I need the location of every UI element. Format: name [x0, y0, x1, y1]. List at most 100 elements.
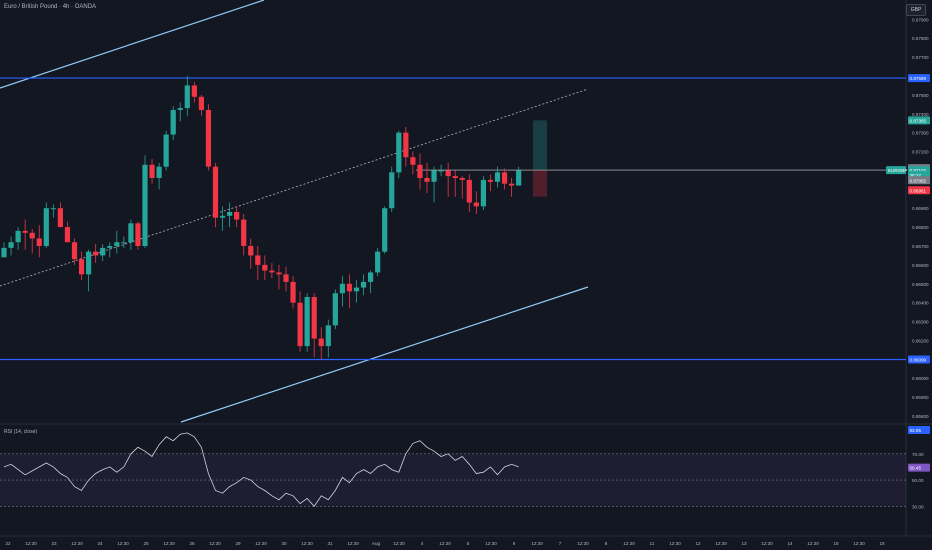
time-axis-label: 12:30 [255, 541, 267, 546]
price-tag-label: 0.86099 [910, 358, 927, 363]
time-axis-label: 12:30 [163, 541, 175, 546]
price-axis-label: 0.86400 [912, 301, 929, 306]
position-target-zone [533, 120, 547, 171]
currency-button[interactable]: GBP [906, 4, 926, 16]
candle-body [198, 96, 204, 110]
candle-body [71, 242, 78, 260]
candle-body [100, 247, 106, 256]
candle-body [255, 255, 261, 265]
rsi-tag [908, 463, 930, 472]
time-axis-label: 12 [695, 541, 701, 546]
price-axis-label: 0.86800 [912, 225, 929, 230]
time-axis-label: 12:30 [715, 541, 727, 546]
candle-body [325, 325, 331, 347]
price-axis-label: 0.86000 [912, 376, 929, 381]
candle-body [480, 179, 486, 207]
symbol-title: Euro / British Pound · 4h · OANDA [4, 4, 97, 10]
candle-body [8, 242, 14, 248]
price-tag-label: 0.87082 [910, 178, 927, 183]
candle-body [22, 230, 28, 233]
price-tag-label: 0.87589 [910, 76, 927, 81]
candle-body [234, 212, 240, 220]
time-axis-label: 7 [559, 541, 562, 546]
candle-body [438, 170, 444, 172]
candle-body [360, 281, 367, 288]
time-axis-label: 12:30 [301, 541, 313, 546]
time-axis-label: 25 [143, 541, 149, 546]
price-axis-label: 0.86700 [912, 244, 929, 249]
candle-body [516, 170, 522, 186]
price-axis-label: 0.87500 [912, 93, 929, 98]
candle-body [156, 166, 162, 178]
price-tag [908, 186, 930, 195]
rsi-label: RSI (14, close) [4, 429, 38, 435]
candle-body [290, 281, 296, 303]
candle-body [121, 242, 127, 244]
price-axis-label: 0.85800 [912, 414, 929, 419]
time-axis-label: 28 [189, 541, 195, 546]
time-axis-label: 12:30 [117, 541, 129, 546]
time-axis-label: Aug [372, 541, 381, 546]
candle-body [509, 183, 515, 186]
time-axis-label: 18 [879, 541, 885, 546]
time-axis-label: 12:30 [439, 541, 451, 546]
time-axis-label: 12:30 [807, 541, 819, 546]
candle-body [346, 283, 353, 292]
candle-body [494, 172, 501, 182]
price-tag [908, 176, 930, 185]
candle-body [297, 302, 303, 347]
candle-body [36, 238, 42, 246]
time-axis-label: 24 [97, 541, 103, 546]
candle-body [353, 287, 360, 292]
price-tag [908, 355, 930, 364]
price-axis-label: 0.86600 [912, 263, 929, 268]
price-axis-label: 0.87900 [912, 17, 929, 22]
symbol-tag [886, 166, 906, 175]
candle-body [396, 132, 402, 173]
price-axis-label: 0.86300 [912, 320, 929, 325]
candle-body [283, 274, 289, 282]
time-axis-label: 12:30 [71, 541, 83, 546]
candle-body [318, 338, 324, 347]
channel-lower-line [180, 286, 589, 423]
price-tag-label: 0.87102 [910, 168, 927, 173]
position-stop-zone [533, 170, 547, 197]
time-axis-label: 12:30 [853, 541, 865, 546]
price-tag [908, 74, 930, 83]
candle-body [276, 272, 282, 275]
candle-body [29, 232, 35, 239]
rsi-tag-label: 83.95 [910, 428, 922, 433]
symbol-tag-label: EURGBP [888, 168, 907, 173]
candle-body [339, 283, 345, 294]
candle-body [128, 223, 134, 243]
candle-body [375, 251, 381, 273]
candle-body [466, 179, 472, 203]
time-axis-label: 29 [235, 541, 241, 546]
price-axis-label: 0.87800 [912, 36, 929, 41]
candle-body [452, 176, 458, 178]
candle-body [311, 297, 317, 339]
price-axis-label: 0.86900 [912, 206, 929, 211]
price-axis-label: 0.86500 [912, 282, 929, 287]
time-axis-label: 12:30 [669, 541, 681, 546]
price-tag-label: 38:27 [910, 173, 922, 178]
time-axis-label: 11 [650, 541, 655, 546]
time-axis-label: 12:30 [577, 541, 589, 546]
candle-body [86, 251, 92, 275]
candle-body [135, 223, 141, 246]
time-axis-label: 12:30 [347, 541, 359, 546]
time-axis-label: 23 [51, 541, 57, 546]
candle-body [269, 270, 275, 273]
candle-body [107, 246, 113, 248]
time-axis-label: 12:30 [485, 541, 497, 546]
time-axis-label: 12:30 [393, 541, 405, 546]
candle-body [57, 208, 63, 228]
time-axis-label: 13 [741, 541, 747, 546]
time-axis-label: 31 [327, 541, 333, 546]
price-tag [908, 116, 930, 125]
price-axis-label: 0.85900 [912, 395, 929, 400]
candle-body [227, 212, 233, 216]
candle-body [382, 208, 388, 252]
